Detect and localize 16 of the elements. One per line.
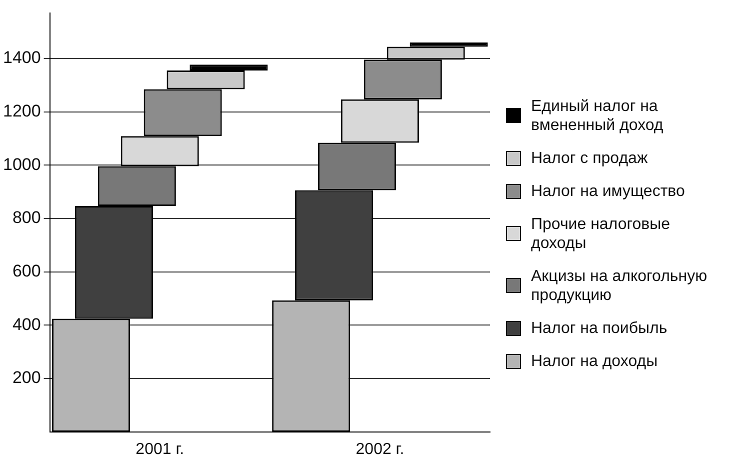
legend-label: Налог на поибыль xyxy=(531,318,668,338)
y-tick-label: 800 xyxy=(12,208,41,228)
legend-label: Акцизы на алкогольную продукцию xyxy=(531,266,708,304)
legend-label: Единый налог на вмененный доход xyxy=(531,96,664,134)
y-tick-label: 1200 xyxy=(2,102,41,121)
legend-label: Налог с продаж xyxy=(531,148,648,168)
legend-label: Прочие налоговые доходы xyxy=(531,214,671,252)
x-tick-label: 2002 г. xyxy=(356,440,404,458)
y-tick-label: 200 xyxy=(12,368,41,388)
y-tick-label: 400 xyxy=(12,314,41,334)
legend-label: Налог на доходы xyxy=(531,352,658,370)
legend-label: Налог на имущество xyxy=(531,182,685,200)
y-tick-label: 1400 xyxy=(2,48,41,68)
y-tick-label: 600 xyxy=(12,262,41,281)
y-tick-label: 1000 xyxy=(2,154,41,174)
x-tick-label: 2001 г. xyxy=(136,440,184,458)
